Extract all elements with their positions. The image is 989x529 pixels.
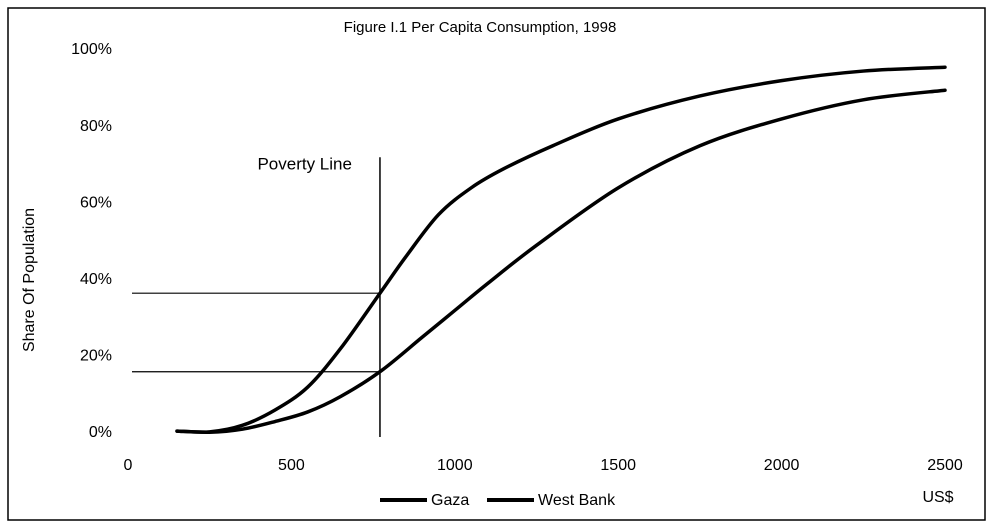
x-tick-label: 1500 xyxy=(600,457,636,474)
line xyxy=(175,65,947,434)
x-tick-label: 0 xyxy=(124,457,133,474)
y-tick-label: 80% xyxy=(80,118,112,135)
x-unit-label: US$ xyxy=(922,489,953,506)
legend-label: Gaza xyxy=(431,492,469,509)
x-tick-label: 500 xyxy=(278,457,305,474)
x-tick-label: 2500 xyxy=(927,457,963,474)
poverty-line-label: Poverty Line xyxy=(257,155,352,174)
chart-border xyxy=(7,7,986,521)
y-tick-label: 100% xyxy=(71,41,112,58)
y-tick-label: 60% xyxy=(80,194,112,211)
y-tick-label: 40% xyxy=(80,271,112,288)
x-tick-label: 2000 xyxy=(764,457,800,474)
line xyxy=(175,88,947,435)
y-tick-label: 20% xyxy=(80,348,112,365)
y-tick-label: 0% xyxy=(89,424,112,441)
legend-label: West Bank xyxy=(538,492,616,509)
x-tick-label: 1000 xyxy=(437,457,473,474)
y-axis-label: Share Of Population xyxy=(21,208,38,352)
chart-title: Figure I.1 Per Capita Consumption, 1998 xyxy=(344,19,617,36)
